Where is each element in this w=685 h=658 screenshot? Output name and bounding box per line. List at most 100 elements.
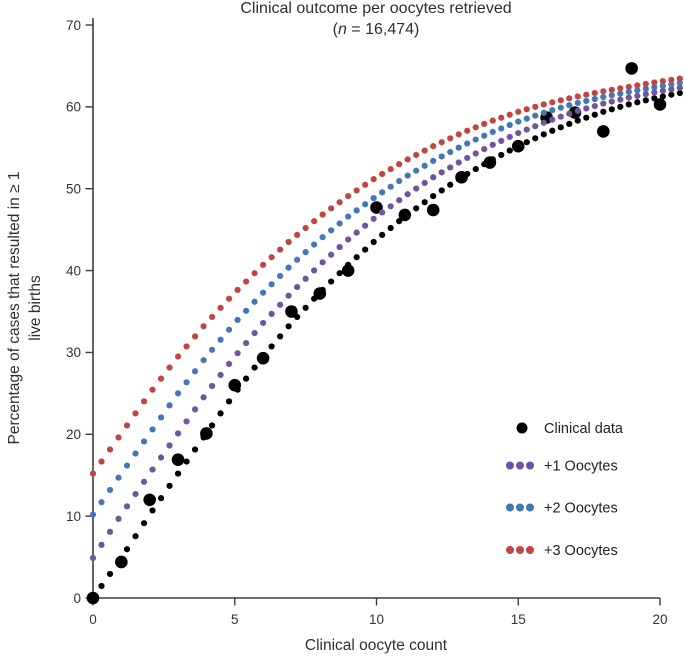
curve-dot xyxy=(242,375,250,382)
curve-dot xyxy=(132,450,139,457)
curve-dot xyxy=(387,165,394,173)
curve-dot xyxy=(634,82,641,89)
curve-dot xyxy=(370,176,377,183)
curve-dot xyxy=(336,270,343,277)
curve-dot xyxy=(234,316,241,324)
clinical-data-point xyxy=(597,125,610,138)
curve-dot xyxy=(472,124,479,131)
curve-dot xyxy=(174,353,182,360)
curve-dot xyxy=(515,129,522,137)
curve-dot xyxy=(157,454,165,461)
curve-dot xyxy=(591,102,598,110)
curve-dot xyxy=(413,151,420,159)
curve-dot xyxy=(234,286,241,293)
curve-+1-oocytes xyxy=(89,84,683,561)
x-tick-label: 5 xyxy=(231,612,239,627)
curve-dot xyxy=(217,410,224,417)
curve-dot xyxy=(191,368,199,375)
y-axis-label-line1: Percentage of cases that resulted in ≥ 1 xyxy=(6,171,23,444)
y-tick-label: 10 xyxy=(66,509,81,524)
curve-dot xyxy=(608,106,615,113)
curve-dot xyxy=(115,558,122,566)
y-tick-label: 70 xyxy=(66,18,81,33)
curve-dot xyxy=(634,87,641,94)
curve-dot xyxy=(98,499,105,506)
curve-dot xyxy=(489,128,496,136)
curve-dot xyxy=(438,187,445,194)
curve-dot xyxy=(285,238,292,246)
curve-dot xyxy=(260,261,267,268)
curve-dot xyxy=(549,116,556,123)
curve-dot xyxy=(89,511,97,518)
curve-dot xyxy=(540,101,547,108)
curve-dot xyxy=(523,106,530,113)
curve-dot xyxy=(268,281,275,288)
curve-dot xyxy=(191,333,199,340)
curve-dot xyxy=(600,93,607,101)
curve-dot xyxy=(336,243,343,251)
curve-dot xyxy=(532,135,539,142)
curve-dot xyxy=(668,86,675,93)
curve-dot xyxy=(379,189,386,196)
curve-dot xyxy=(294,313,301,321)
curve-dot xyxy=(430,143,437,150)
curve-dot xyxy=(540,119,547,126)
legend-label: +2 Oocytes xyxy=(544,501,618,517)
curve-dot xyxy=(659,87,666,94)
legend-label: Clinical data xyxy=(544,421,624,437)
curve-dot xyxy=(132,533,139,540)
curve-dot xyxy=(277,246,284,253)
curve-dot xyxy=(319,234,326,241)
curve-dot xyxy=(557,124,564,131)
curve-dot xyxy=(464,154,471,162)
curve-dot xyxy=(200,394,207,401)
clinical-data-point xyxy=(426,203,440,217)
curve-dot xyxy=(549,99,556,106)
clinical-data-point xyxy=(625,62,638,75)
curve-dot xyxy=(506,133,513,141)
legend-marker-dot xyxy=(506,503,514,512)
legend-label: +3 Oocytes xyxy=(544,543,618,559)
curve-dot xyxy=(149,426,156,433)
curve-dot xyxy=(370,215,377,222)
curve-dot xyxy=(489,117,496,124)
curve-dot xyxy=(98,582,105,590)
curve-dot xyxy=(166,402,173,409)
y-axis-label: Percentage of cases that resulted in ≥ 1… xyxy=(6,171,44,444)
tick-labels: 0 10 20 30 40 50 60 70 0 5 10 15 20 xyxy=(66,18,668,627)
curve-dot xyxy=(183,343,190,350)
legend-marker-dot xyxy=(526,503,534,512)
curve-dot xyxy=(183,458,190,465)
curve-dot xyxy=(642,91,649,98)
curve-dot xyxy=(311,241,318,248)
curve-dot xyxy=(523,115,530,122)
curve-dot xyxy=(583,114,590,121)
curve-dot xyxy=(166,364,173,371)
curve-dot xyxy=(617,96,624,103)
curve-dot xyxy=(625,88,632,95)
curve-dot xyxy=(336,220,343,227)
curve-dot xyxy=(557,104,564,111)
curve-dot xyxy=(115,515,122,522)
curve-dot xyxy=(277,301,284,308)
curve-dot xyxy=(438,169,445,176)
curve-dot xyxy=(651,95,658,102)
curve-dot xyxy=(404,191,411,198)
curve-dot xyxy=(523,126,530,133)
curve-dot xyxy=(362,201,369,208)
curve-dot xyxy=(668,91,675,98)
curve-dot xyxy=(404,211,411,218)
curve-dot xyxy=(89,554,97,561)
legend-marker-dot xyxy=(526,546,534,554)
curve-dot xyxy=(328,251,335,258)
curve-dot xyxy=(489,156,496,163)
curve-dot xyxy=(506,147,513,154)
curve-dot xyxy=(532,112,539,119)
curve-dot xyxy=(157,495,165,502)
curve-dot xyxy=(345,236,352,243)
curve-dot xyxy=(472,150,479,157)
curve-+3-oocytes xyxy=(89,75,683,477)
curve-dot xyxy=(447,164,454,171)
curve-dot xyxy=(353,254,360,261)
